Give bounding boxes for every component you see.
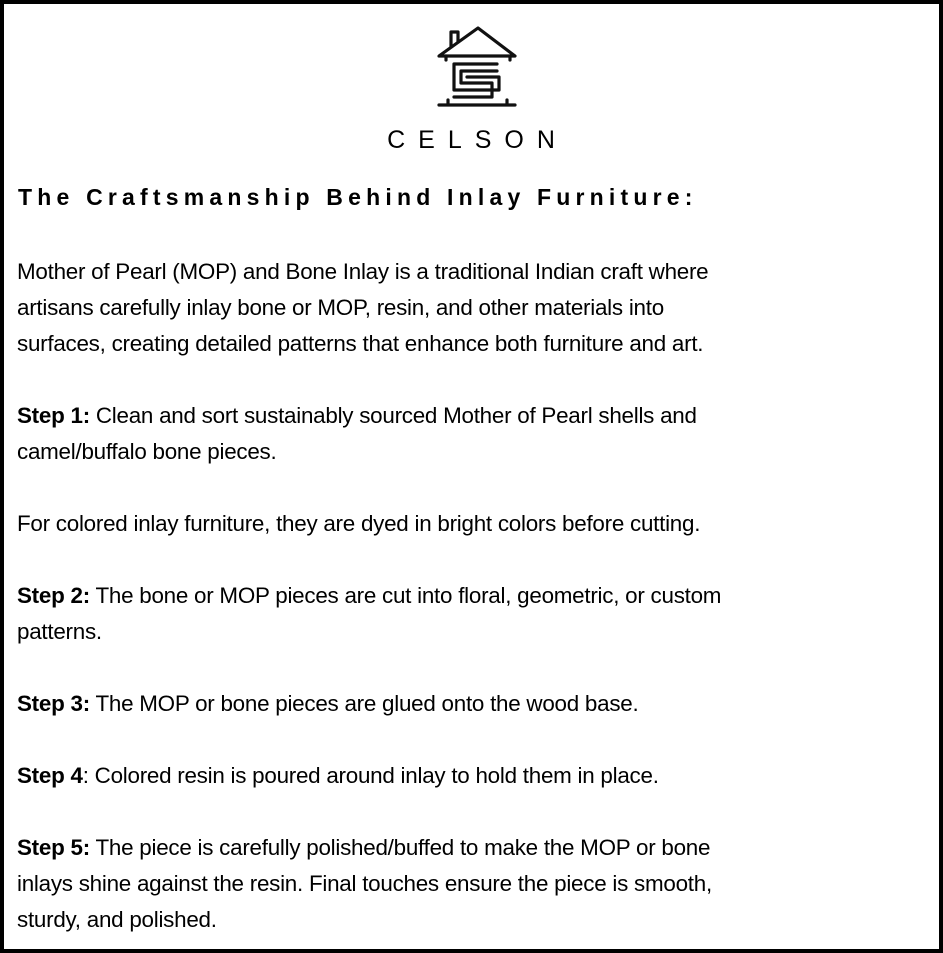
line-text: : Colored resin is poured around inlay t… [82,763,659,788]
step-paragraph: Step 3: The MOP or bone pieces are glued… [17,686,937,722]
line-text: inlays shine against the resin. Final to… [17,871,712,896]
step-label: Step 5: [17,835,90,860]
step-label: Step 3: [17,691,90,716]
line-text: The piece is carefully polished/buffed t… [89,835,711,860]
paragraph: Mother of Pearl (MOP) and Bone Inlay is … [17,254,937,362]
step-paragraph: Step 4: Colored resin is poured around i… [17,758,937,794]
text-line: Step 2: The bone or MOP pieces are cut i… [17,578,937,614]
step-paragraph: Step 1: Clean and sort sustainably sourc… [17,398,937,470]
text-line: camel/buffalo bone pieces. [17,434,937,470]
text-line: patterns. [17,614,937,650]
step-label: Step 2: [17,583,90,608]
step-label: Step 1: [17,403,90,428]
line-text: sturdy, and polished. [17,907,217,932]
line-text: camel/buffalo bone pieces. [17,439,277,464]
line-text: For colored inlay furniture, they are dy… [17,511,701,536]
step-label: Step 4 [17,763,83,788]
document-body: Mother of Pearl (MOP) and Bone Inlay is … [17,254,937,949]
text-line: sturdy, and polished. [17,902,937,938]
brand-name: CELSON [387,126,568,154]
line-text: The MOP or bone pieces are glued onto th… [89,691,639,716]
step-paragraph: Step 2: The bone or MOP pieces are cut i… [17,578,937,650]
line-text: surfaces, creating detailed patterns tha… [17,331,704,356]
text-line: Step 5: The piece is carefully polished/… [17,830,937,866]
line-text: Mother of Pearl (MOP) and Bone Inlay is … [17,259,709,284]
text-line: inlays shine against the resin. Final to… [17,866,937,902]
step-paragraph: Step 5: The piece is carefully polished/… [17,830,937,938]
text-line: Step 1: Clean and sort sustainably sourc… [17,398,937,434]
text-line: Step 3: The MOP or bone pieces are glued… [17,686,937,722]
text-line: Step 4: Colored resin is poured around i… [17,758,937,794]
text-line: For colored inlay furniture, they are dy… [17,506,937,542]
line-text: The bone or MOP pieces are cut into flor… [89,583,722,608]
line-text: artisans carefully inlay bone or MOP, re… [17,295,664,320]
text-line: artisans carefully inlay bone or MOP, re… [17,290,937,326]
line-text: Clean and sort sustainably sourced Mothe… [89,403,697,428]
text-line: Mother of Pearl (MOP) and Bone Inlay is … [17,254,937,290]
paragraph: For colored inlay furniture, they are dy… [17,506,937,542]
text-line: surfaces, creating detailed patterns tha… [17,326,937,362]
page-heading: The Craftsmanship Behind Inlay Furniture… [18,184,698,210]
line-text: patterns. [17,619,102,644]
house-s-logo-icon [437,26,517,107]
